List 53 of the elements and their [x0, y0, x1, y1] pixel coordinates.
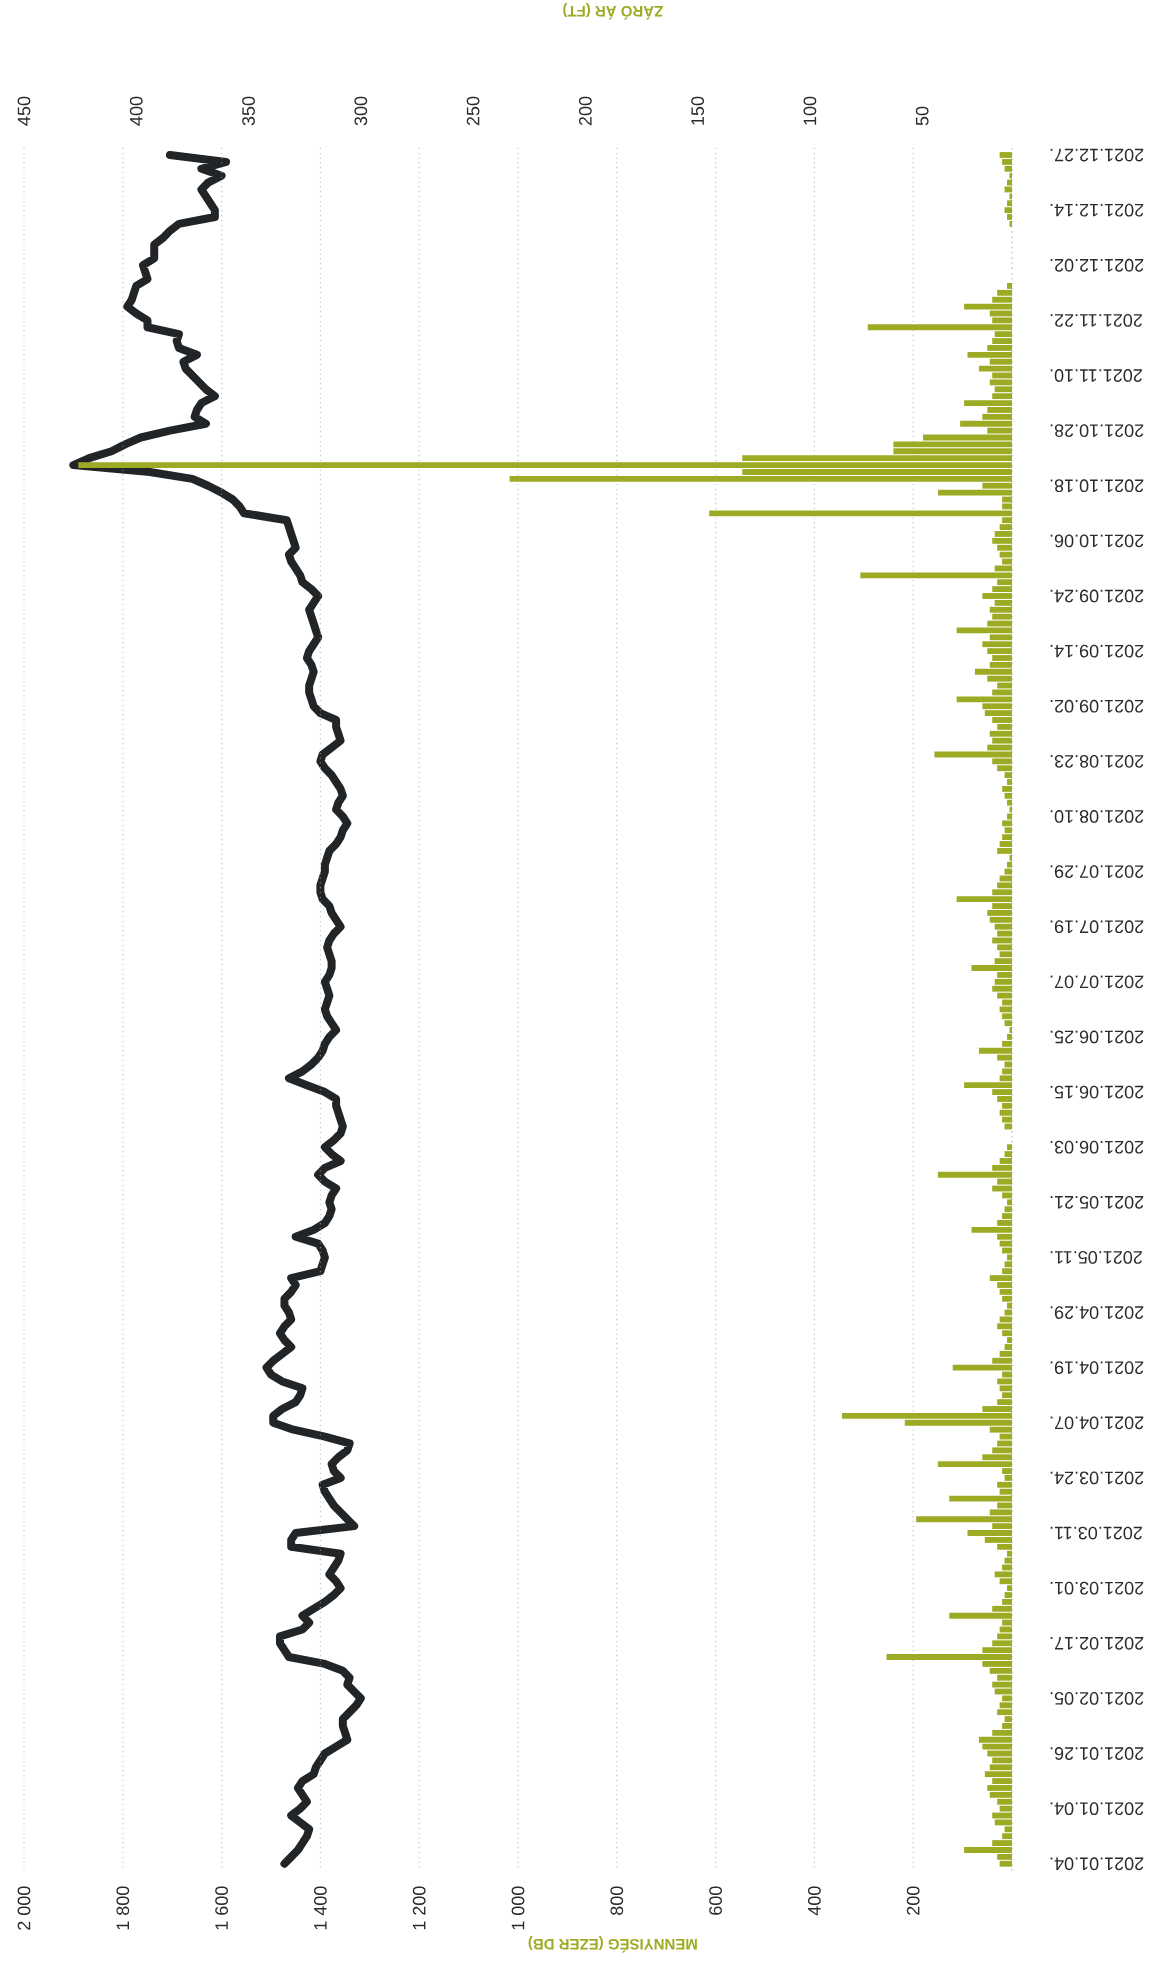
y-tick-label: 2021.09.02.	[1050, 699, 1144, 713]
y-tick-label: 2021.10.28.	[1050, 424, 1144, 437]
x2-tick-label: 400	[129, 96, 143, 126]
y-tick-label: 2021.04.19.	[1050, 1361, 1144, 1375]
x-tick-label: 800	[610, 1886, 624, 1915]
y-tick-label: 2021.11.10.	[1050, 369, 1142, 382]
y-tick-label: 2021.09.14.	[1050, 644, 1144, 658]
y-tick-label: 2021.05.11.	[1050, 1251, 1142, 1264]
y-tick-label: 2021.06.25.	[1050, 1030, 1144, 1044]
x-tick-label: 1 400	[314, 1886, 327, 1930]
x2-tick-label: 100	[803, 96, 817, 125]
x-tick-label: 1 200	[412, 1886, 426, 1930]
y-tick-label: 2021.03.01.	[1050, 1581, 1144, 1595]
y-tick-label: 2021.11.22.	[1050, 314, 1142, 327]
x2-axis-title: ZÁRÓ ÁR (FT)	[563, 3, 663, 20]
y-tick-label: 2021.01.04.	[1050, 1802, 1144, 1816]
x2-tick-label: 200	[578, 96, 592, 126]
y-tick-label: 2021.08.23.	[1050, 754, 1144, 768]
x2-tick-label: 300	[354, 96, 368, 126]
y-tick-label: 2021.09.24.	[1050, 589, 1144, 603]
y-tick-label: 2021.01.04.	[1050, 1857, 1144, 1871]
x-axis-title: MENNYISÉG (EZER DB)	[528, 1935, 697, 1953]
y-tick-label: 2021.12.14.	[1050, 203, 1144, 217]
y-tick-label: 2021.10.06.	[1050, 534, 1144, 548]
y-tick-label: 2021.03.11.	[1050, 1526, 1142, 1540]
y-tick-label: 2021.12.27.	[1050, 148, 1144, 162]
y-tick-label: 2021.05.21.	[1050, 1195, 1144, 1209]
y-tick-label: 2021.02.05.	[1050, 1692, 1144, 1705]
y-tick-label: 2021.06.15.	[1050, 1085, 1144, 1099]
x-tick-label: 2 000	[17, 1886, 31, 1930]
y-tick-label: 2021.10.18.	[1050, 479, 1144, 493]
y-tick-label: 2021.01.26.	[1050, 1747, 1144, 1760]
y-tick-label: 2021.07.07.	[1050, 975, 1144, 989]
y-tick-label: 2021.07.29.	[1050, 865, 1144, 878]
x-tick-label: 1 000	[511, 1886, 525, 1930]
y-tick-label: 2021.08.10.	[1050, 810, 1144, 823]
y-tick-label: 2021.02.17.	[1050, 1636, 1144, 1650]
y-tick-label: 2021.07.19.	[1050, 920, 1144, 934]
y-tick-label: 2021.04.07.	[1050, 1416, 1144, 1430]
x2-tick-label: 150	[691, 96, 705, 125]
x-tick-label: 1 600	[215, 1886, 228, 1930]
y-tick-label: 2021.03.24.	[1050, 1471, 1144, 1485]
y-tick-label: 2021.12.02.	[1050, 258, 1144, 272]
x2-tick-label: 250	[466, 96, 480, 126]
x-tick-label: 1 800	[116, 1886, 130, 1930]
x2-tick-label: 350	[242, 96, 255, 126]
y-tick-label: 2021.06.03.	[1050, 1140, 1144, 1154]
x-tick-label: 400	[808, 1886, 821, 1916]
x-tick-label: 600	[709, 1886, 722, 1915]
y-tick-label: 2021.04.29.	[1050, 1306, 1144, 1319]
x2-tick-label: 50	[915, 106, 929, 126]
x2-tick-label: 450	[17, 96, 31, 126]
x-tick-label: 200	[906, 1886, 920, 1915]
